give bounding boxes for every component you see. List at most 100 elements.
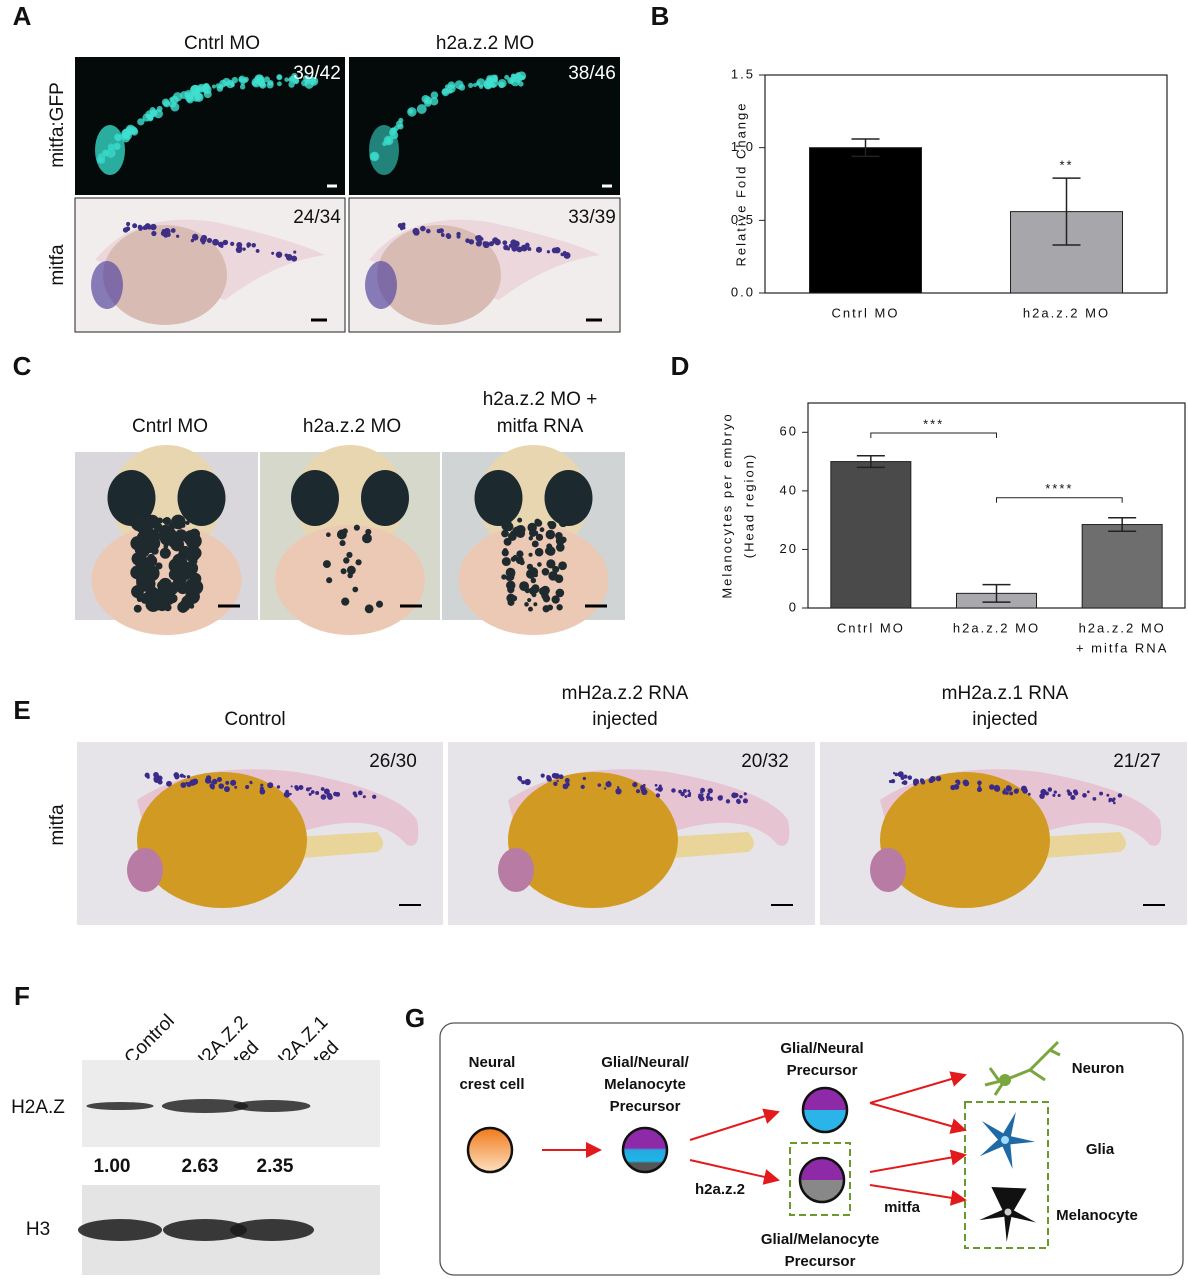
- stain: [962, 779, 969, 786]
- melanocyte: [507, 585, 515, 594]
- melanocyte: [152, 523, 158, 529]
- row-label: mitfa:GFP: [47, 82, 68, 168]
- row-label: mitfa: [47, 804, 68, 846]
- stain: [445, 233, 451, 239]
- melanocyte: [501, 529, 509, 538]
- stain: [526, 780, 530, 784]
- melanocyte: [530, 577, 537, 584]
- melanocyte: [156, 580, 166, 590]
- node-label: Precursor: [787, 1062, 858, 1079]
- eye: [365, 261, 397, 309]
- stain: [511, 244, 518, 252]
- melanocyte: [184, 546, 200, 563]
- melanocyte: [545, 529, 556, 540]
- melanocyte: [339, 540, 346, 547]
- melanocyte: [168, 558, 184, 573]
- stain: [170, 228, 176, 233]
- significance-label: ****: [1045, 481, 1073, 496]
- melanocyte: [535, 533, 544, 541]
- melanocyte: [556, 604, 563, 611]
- stain: [234, 785, 238, 789]
- stain: [1112, 797, 1116, 801]
- gfp-signal: [398, 117, 404, 123]
- column-title: Cntrl MO: [132, 416, 208, 437]
- node-label: Glial/Melanocyte: [761, 1231, 879, 1248]
- gfp-signal: [497, 78, 507, 88]
- bar: [809, 147, 922, 294]
- melanocyte: [503, 537, 512, 546]
- stain: [1092, 797, 1097, 801]
- stain: [217, 241, 224, 248]
- melanocyte: [551, 595, 560, 604]
- stain: [989, 784, 995, 790]
- significance-label: **: [1059, 158, 1073, 173]
- stain: [635, 789, 641, 794]
- melanocyte: [546, 543, 553, 550]
- panel-letter: B: [651, 1, 670, 31]
- column-title: mH2a.z.1 RNA: [942, 683, 1069, 704]
- stain: [132, 223, 138, 229]
- y-tick-label: 40: [780, 482, 798, 497]
- melanocyte: [355, 559, 362, 566]
- stain: [739, 795, 743, 799]
- gfp-signal: [137, 118, 145, 126]
- melanocyte: [560, 536, 567, 544]
- stain: [255, 249, 260, 253]
- melanocyte: [346, 551, 353, 559]
- gfp-signal: [408, 108, 414, 114]
- cell: [798, 1156, 846, 1204]
- melanocyte: [516, 525, 523, 532]
- stain: [206, 237, 213, 244]
- arrow: [869, 1184, 967, 1206]
- stain: [1057, 793, 1061, 798]
- arrow: [869, 1071, 967, 1104]
- gfp-signal: [504, 74, 510, 80]
- stain: [682, 789, 687, 793]
- stain: [225, 780, 230, 785]
- stain: [353, 793, 358, 798]
- stain: [362, 795, 366, 799]
- stain: [655, 788, 658, 791]
- melanocyte: [547, 520, 554, 527]
- band: [233, 1100, 311, 1112]
- stain: [503, 244, 509, 251]
- melanocyte: [183, 533, 190, 540]
- stain: [276, 785, 281, 789]
- stain: [658, 784, 662, 788]
- melanocyte: [527, 522, 537, 533]
- gfp-signal: [243, 76, 249, 82]
- panel-letter: G: [405, 1003, 425, 1033]
- melanocyte: [162, 517, 169, 524]
- stain: [1052, 793, 1056, 797]
- stain: [1099, 791, 1104, 796]
- significance-bracket: [870, 432, 997, 438]
- fluorescence-image: [349, 57, 620, 195]
- yolk: [377, 225, 501, 325]
- stain: [615, 788, 622, 795]
- eye: [498, 848, 534, 892]
- stain: [295, 786, 300, 791]
- stain: [179, 773, 184, 778]
- stain: [482, 241, 490, 249]
- stain: [642, 783, 646, 787]
- group-box: [964, 1101, 1049, 1249]
- stain: [211, 786, 215, 790]
- melanocyte: [507, 598, 515, 606]
- stain: [616, 786, 620, 789]
- stain: [742, 798, 748, 804]
- stain: [736, 799, 741, 805]
- stain: [283, 791, 291, 798]
- stain: [291, 255, 298, 262]
- gfp-signal: [485, 79, 494, 89]
- stain: [191, 778, 199, 785]
- stain: [477, 240, 482, 245]
- stain: [540, 773, 545, 778]
- arrow: [689, 1159, 780, 1185]
- column-title: injected: [592, 709, 658, 730]
- stain: [907, 775, 913, 780]
- gfp-signal: [276, 74, 283, 81]
- gfp-signal: [146, 114, 151, 119]
- column-title: h2a.z.2 MO: [303, 416, 401, 437]
- gfp-signal: [458, 84, 466, 91]
